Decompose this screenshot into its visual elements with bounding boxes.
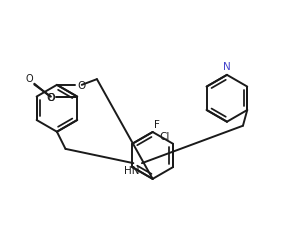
Text: Cl: Cl: [160, 131, 170, 141]
Text: HN: HN: [124, 166, 140, 176]
Text: F: F: [154, 119, 160, 129]
Text: N: N: [223, 62, 231, 72]
Text: O: O: [26, 73, 33, 83]
Text: O: O: [47, 92, 55, 102]
Text: O: O: [47, 92, 55, 102]
Text: O: O: [77, 81, 86, 90]
